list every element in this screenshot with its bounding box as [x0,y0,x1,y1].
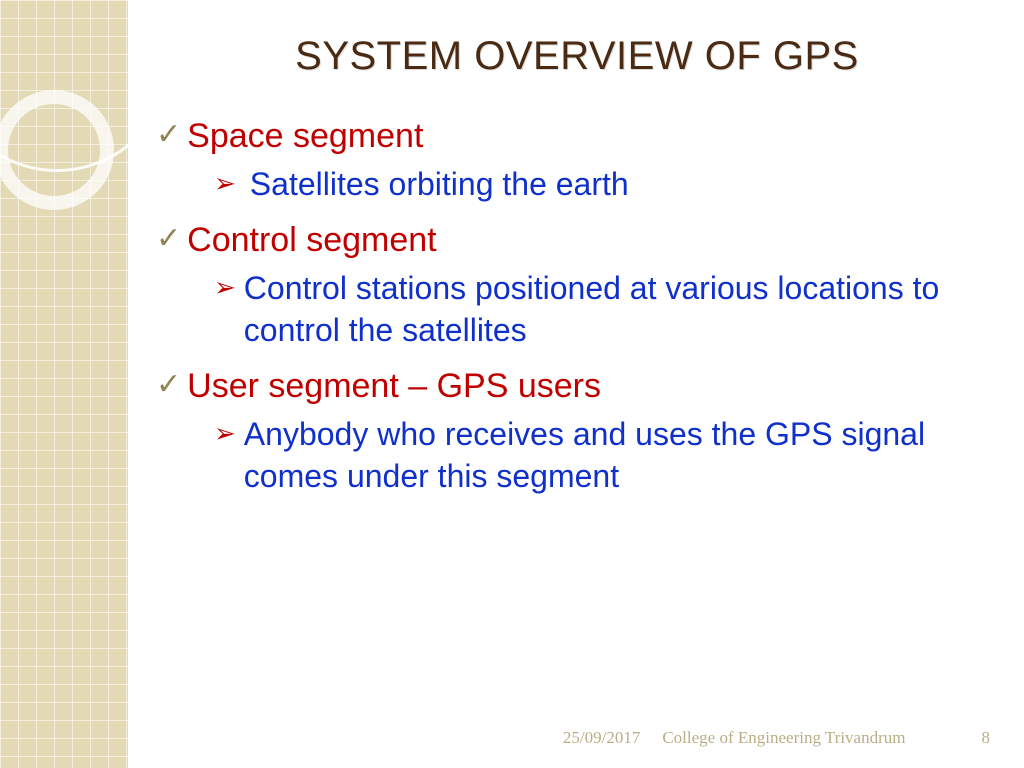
footer-page-number: 8 [982,728,991,748]
bullet-level2: ➢ Anybody who receives and uses the GPS … [214,413,1004,497]
content-list: ✓ Space segment ➢ Satellites orbiting th… [150,115,1004,497]
footer-date: 25/09/2017 [563,728,640,748]
bullet-level1: ✓ Control segment [156,219,1004,261]
level2-text: Control stations positioned at various l… [244,267,974,351]
arrow-icon: ➢ [214,267,236,307]
arrow-icon: ➢ [214,413,236,453]
slide-title: SYSTEM OVERVIEW OF GPS [150,34,1004,79]
level2-text: Anybody who receives and uses the GPS si… [244,413,974,497]
level1-text: User segment – GPS users [187,365,601,407]
bullet-level1: ✓ Space segment [156,115,1004,157]
slide-footer: 25/09/2017 College of Engineering Trivan… [563,728,990,748]
level2-text: Satellites orbiting the earth [250,163,629,205]
checkmark-icon: ✓ [156,365,181,405]
slide-body: SYSTEM OVERVIEW OF GPS ✓ Space segment ➢… [150,0,1004,768]
checkmark-icon: ✓ [156,219,181,259]
bullet-level2: ➢ Control stations positioned at various… [214,267,1004,351]
bullet-level1: ✓ User segment – GPS users [156,365,1004,407]
checkmark-icon: ✓ [156,115,181,155]
footer-org: College of Engineering Trivandrum [662,728,905,748]
bullet-level2: ➢ Satellites orbiting the earth [214,163,1004,205]
level1-text: Control segment [187,219,436,261]
level1-text: Space segment [187,115,423,157]
arrow-icon: ➢ [214,163,236,203]
